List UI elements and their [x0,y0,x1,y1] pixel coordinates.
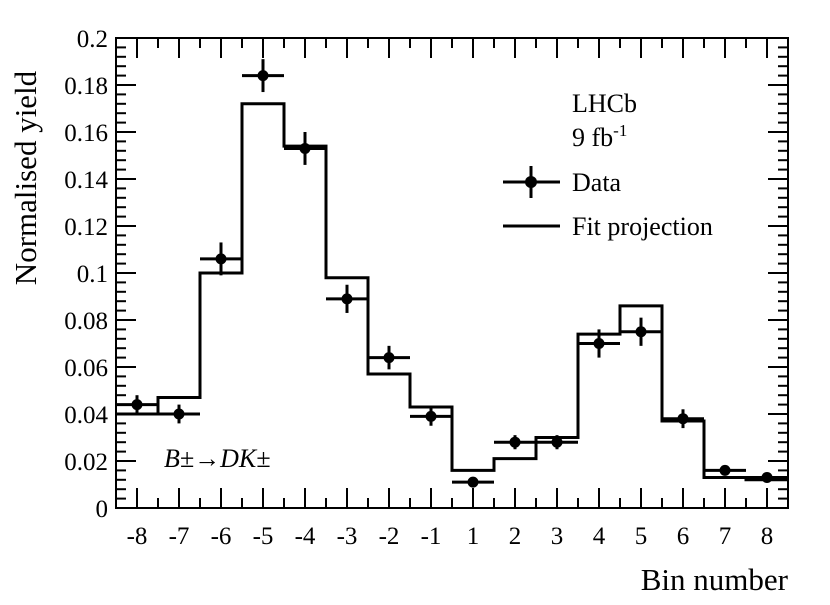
y-tick-label: 0.02 [64,449,108,476]
y-tick-label: 0 [96,496,109,523]
y-tick-label: 0.16 [64,120,108,147]
data-series [116,59,788,488]
x-tick-label: -5 [253,523,274,550]
x-tick-label: -4 [295,523,316,550]
x-tick-label: 5 [635,523,648,550]
fit-projection-series [116,102,788,482]
data-point [215,253,227,265]
luminosity-value: 9 fb [572,123,613,152]
y-axis-title: Normalised yield [8,70,43,285]
experiment-label: LHCb [572,89,637,118]
y-tick-label: 0.14 [64,167,108,194]
x-tick-label: 8 [761,523,774,550]
x-tick-label: 2 [509,523,522,550]
fit-projection-step-line [116,102,788,482]
data-point [635,326,647,338]
x-tick-label: 3 [551,523,564,550]
axis-ticks [115,37,789,509]
data-point [257,70,269,82]
x-axis-title: Bin number [641,562,789,597]
y-tick-label: 0.1 [77,261,108,288]
data-point [509,436,521,448]
data-point [677,413,689,425]
luminosity-label: 9 fb-1 [572,121,627,152]
y-tick-label: 0.2 [77,26,108,53]
data-point [593,338,605,349]
data-point [299,142,311,154]
y-tick-label: 0.12 [64,214,108,241]
x-tick-label: -6 [211,523,232,550]
data-point [131,399,143,411]
data-point [719,464,731,476]
luminosity-exponent: -1 [613,121,627,140]
x-tick-label: 6 [677,523,690,550]
x-tick-label: 7 [719,523,732,550]
y-tick-label: 0.18 [64,73,108,100]
data-point [551,436,563,448]
data-point [467,476,479,488]
y-tick-label: 0.04 [64,402,108,429]
x-tick-labels: -8 -7 -6 -5 -4 -3 -2 -1 1 2 3 4 5 6 7 8 [127,523,774,550]
legend-data-label: Data [572,168,622,197]
data-point [173,408,185,420]
x-tick-label: -2 [379,523,400,550]
legend-data-marker [525,176,537,188]
data-point [425,410,437,422]
legend: LHCb 9 fb-1 Data Fit projection [503,89,713,241]
y-tick-labels: 0 0.02 0.04 0.06 0.08 0.1 0.12 0.14 0.16 0.18 0.2 [64,26,108,523]
x-tick-label: -1 [421,523,442,550]
legend-fit-label: Fit projection [572,212,713,241]
data-point [341,293,353,305]
data-point [761,471,773,483]
x-tick-label: 1 [467,523,480,550]
y-tick-label: 0.06 [64,355,108,382]
y-tick-label: 0.08 [64,308,108,335]
x-tick-label: 4 [593,523,606,550]
data-point [383,352,395,364]
x-tick-label: -8 [127,523,148,550]
x-tick-label: -3 [337,523,358,550]
x-tick-label: -7 [169,523,190,550]
decay-annotation: B±→DK± [164,444,271,473]
